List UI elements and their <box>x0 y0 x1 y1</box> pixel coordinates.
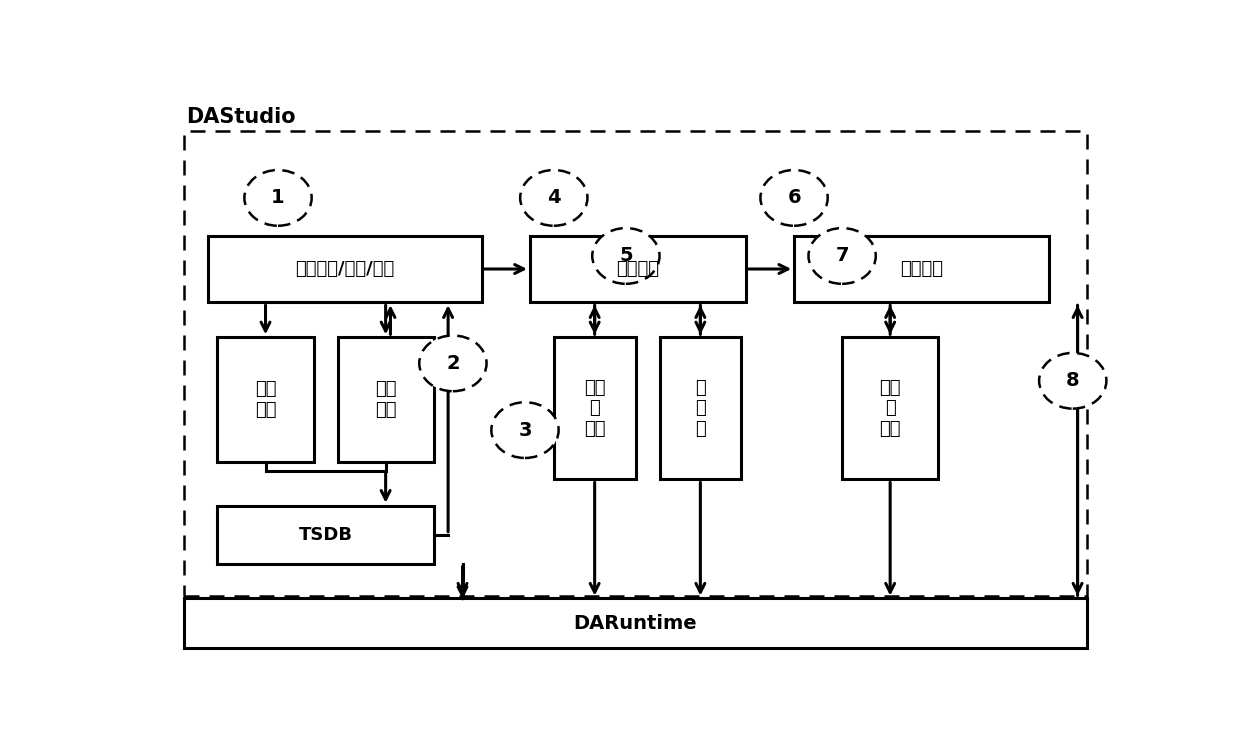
Text: 2: 2 <box>446 354 460 372</box>
Text: DARuntime: DARuntime <box>574 614 697 633</box>
FancyBboxPatch shape <box>217 506 434 564</box>
FancyBboxPatch shape <box>660 337 742 480</box>
Text: 文件
数据: 文件 数据 <box>374 380 397 419</box>
Ellipse shape <box>521 170 588 225</box>
Text: 模
型
库: 模 型 库 <box>694 379 706 438</box>
Text: 7: 7 <box>836 247 849 265</box>
Ellipse shape <box>491 402 558 458</box>
Text: 6: 6 <box>787 188 801 207</box>
FancyBboxPatch shape <box>184 599 1087 648</box>
Text: 1: 1 <box>272 188 285 207</box>
Ellipse shape <box>419 336 486 391</box>
Text: 5: 5 <box>619 247 632 265</box>
Ellipse shape <box>1039 353 1106 409</box>
FancyBboxPatch shape <box>208 235 481 302</box>
FancyBboxPatch shape <box>529 235 746 302</box>
Text: 数据预览/选择/准备: 数据预览/选择/准备 <box>295 260 394 278</box>
FancyBboxPatch shape <box>184 131 1087 596</box>
Text: 设备
元
数据: 设备 元 数据 <box>879 379 901 438</box>
Text: 8: 8 <box>1066 371 1080 391</box>
Text: 自定
义
代码: 自定 义 代码 <box>584 379 605 438</box>
FancyBboxPatch shape <box>842 337 939 480</box>
Text: TSDB: TSDB <box>299 526 352 544</box>
Ellipse shape <box>760 170 828 225</box>
FancyBboxPatch shape <box>554 337 635 480</box>
Text: 分析逻辑: 分析逻辑 <box>616 260 660 278</box>
Text: 设备
数据: 设备 数据 <box>254 380 277 419</box>
Ellipse shape <box>244 170 311 225</box>
Text: 3: 3 <box>518 421 532 440</box>
FancyBboxPatch shape <box>794 235 1049 302</box>
Ellipse shape <box>593 228 660 284</box>
Text: 分析逻辑: 分析逻辑 <box>900 260 942 278</box>
Text: DAStudio: DAStudio <box>186 106 295 127</box>
Text: 4: 4 <box>547 188 560 207</box>
Ellipse shape <box>808 228 875 284</box>
FancyBboxPatch shape <box>217 337 314 462</box>
FancyBboxPatch shape <box>337 337 434 462</box>
